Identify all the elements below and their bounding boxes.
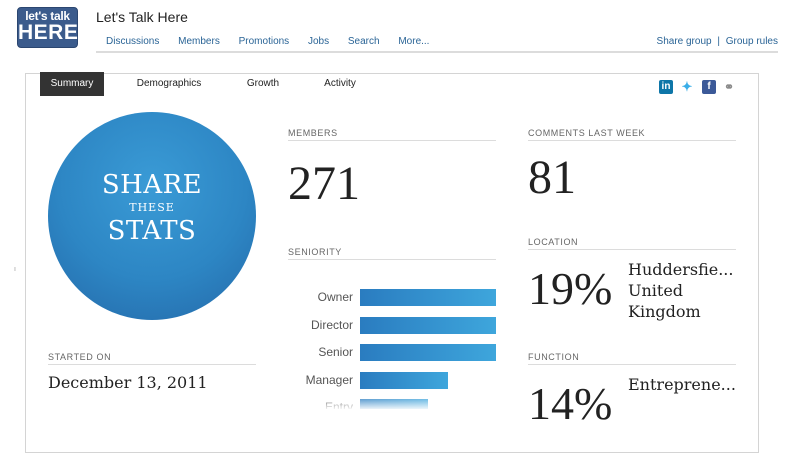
these-line: THESE [129,201,175,214]
nav-more[interactable]: More... [398,36,430,47]
started-on-date: December 13, 2011 [48,373,208,392]
seniority-chart: OwnerDirectorSeniorManagerEntry [288,285,498,409]
tab-summary[interactable]: Summary [40,72,104,96]
members-count: 271 [288,157,360,210]
tab-activity[interactable]: Activity [324,78,356,89]
share-line: SHARE [101,170,203,200]
location-line1: Huddersfie... [628,260,734,279]
tab-demographics[interactable]: Demographics [136,78,202,89]
header-divider [96,51,778,53]
location-caption: LOCATION [528,237,736,250]
seniority-label-senior: Senior [318,345,353,359]
function-percent: 14% [528,378,613,429]
group-nav: Discussions Members Promotions Jobs Sear… [106,36,445,47]
nav-separator: | [717,36,720,47]
nav-discussions[interactable]: Discussions [106,36,160,47]
location-percent: 19% [528,263,613,314]
group-title: Let's Talk Here [96,9,188,25]
nav-search[interactable]: Search [347,36,380,47]
comments-caption: COMMENTS LAST WEEK [528,128,736,141]
function-caption: FUNCTION [528,352,736,365]
twitter-icon[interactable]: ✦ [681,79,693,94]
location-line3: Kingdom [628,302,701,321]
nav-jobs[interactable]: Jobs [307,36,330,47]
stats-line: STATS [107,216,197,246]
seniority-bar-owner[interactable] [360,289,496,306]
facebook-icon[interactable]: f [702,80,716,94]
seniority-label-director: Director [310,317,353,332]
nav-members[interactable]: Members [178,36,220,47]
stats-panel [25,73,759,453]
nav-promotions[interactable]: Promotions [238,36,290,47]
logo-line2: HERE [18,21,79,44]
share-stats-button[interactable]: SHARE THESE STATS [48,112,256,320]
page-edge-mark: ı [14,266,16,273]
started-on-caption: STARTED ON [48,352,256,365]
seniority-label-manager: Manager [305,372,353,387]
group-rules-link[interactable]: Group rules [725,36,778,47]
seniority-fade [288,395,498,409]
function-name: Entreprene... [628,375,736,394]
logo-line1: let's talk [25,9,70,23]
seniority-bar-director[interactable] [360,316,496,334]
seniority-caption: SENIORITY [288,247,496,260]
group-actions: Share group | Group rules [657,36,778,47]
group-logo[interactable]: let's talk HERE [17,7,78,48]
tab-growth[interactable]: Growth [246,78,280,89]
seniority-label-owner: Owner [317,290,353,304]
seniority-bar-senior[interactable] [360,344,496,361]
seniority-bar-manager[interactable] [360,371,448,389]
members-caption: MEMBERS [288,128,496,141]
location-name: Huddersfie... United Kingdom [628,259,738,322]
link-icon[interactable]: ⚭ [723,80,735,94]
linkedin-icon[interactable]: in [659,80,673,94]
share-group-link[interactable]: Share group [656,36,712,47]
comments-count: 81 [528,151,576,204]
location-line2: United [628,281,684,300]
